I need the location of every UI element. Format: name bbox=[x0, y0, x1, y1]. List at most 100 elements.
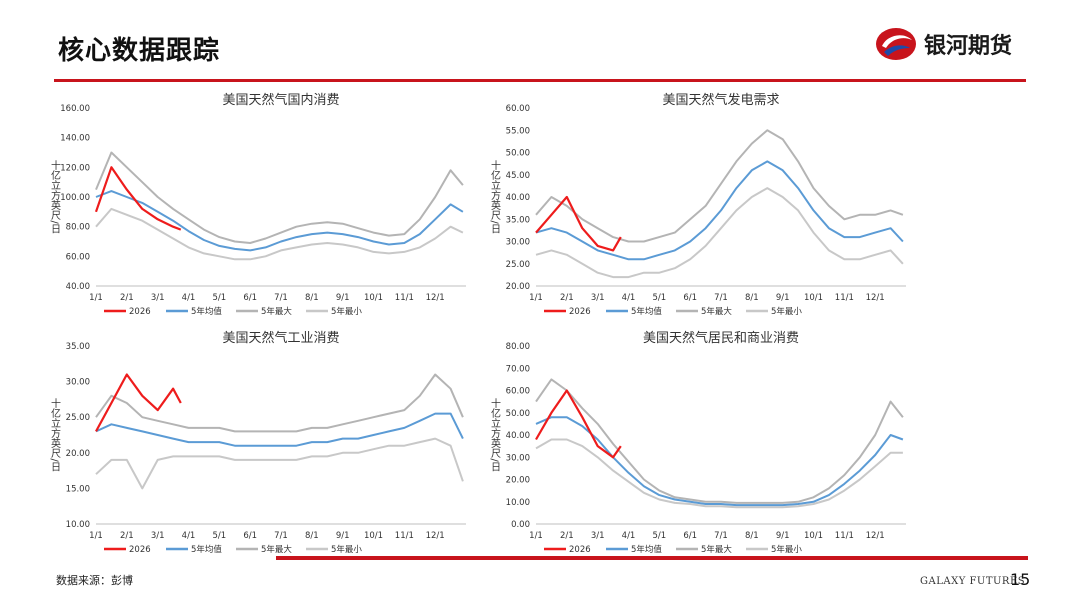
x-tick-label: 8/1 bbox=[305, 531, 319, 541]
y-tick-label: 20.00 bbox=[506, 282, 530, 292]
y-tick-label: 100.00 bbox=[60, 193, 90, 203]
brand-logo: 银河期货 bbox=[874, 26, 1012, 62]
x-tick-label: 12/1 bbox=[426, 531, 445, 541]
y-tick-label: 35.00 bbox=[66, 342, 90, 352]
y-tick-label: 70.00 bbox=[506, 364, 530, 374]
y-axis-label: 十亿立方英尺/日 bbox=[49, 159, 61, 234]
x-tick-label: 1/1 bbox=[529, 293, 543, 303]
y-tick-label: 25.00 bbox=[66, 413, 90, 423]
x-tick-label: 10/1 bbox=[364, 293, 383, 303]
legend-label: 5年最小 bbox=[331, 306, 362, 317]
y-tick-label: 30.00 bbox=[66, 378, 90, 388]
series-2026 bbox=[94, 166, 182, 231]
brand-english: GALAXY FUTURES bbox=[920, 576, 1026, 587]
legend-label: 2026 bbox=[569, 545, 591, 555]
legend-label: 5年最大 bbox=[261, 544, 292, 555]
y-tick-label: 30.00 bbox=[506, 238, 530, 248]
x-tick-label: 4/1 bbox=[622, 531, 636, 541]
y-tick-label: 60.00 bbox=[506, 104, 530, 114]
x-tick-label: 2/1 bbox=[560, 293, 574, 303]
series-5yr-min bbox=[535, 187, 904, 279]
x-tick-label: 10/1 bbox=[804, 531, 823, 541]
x-tick-label: 1/1 bbox=[89, 531, 103, 541]
series-2026 bbox=[95, 373, 182, 432]
x-tick-label: 11/1 bbox=[835, 531, 854, 541]
x-tick-label: 8/1 bbox=[745, 531, 759, 541]
y-tick-label: 55.00 bbox=[506, 126, 530, 136]
legend-label: 2026 bbox=[129, 545, 151, 555]
chart-title: 美国天然气国内消费 bbox=[222, 92, 339, 108]
legend-label: 5年最小 bbox=[331, 544, 362, 555]
series-5yr-min bbox=[535, 438, 903, 509]
chart-title: 美国天然气工业消费 bbox=[222, 330, 339, 346]
y-tick-label: 160.00 bbox=[60, 104, 90, 114]
x-tick-label: 8/1 bbox=[305, 293, 319, 303]
x-tick-label: 4/1 bbox=[622, 293, 636, 303]
x-tick-label: 2/1 bbox=[560, 531, 574, 541]
y-tick-label: 20.00 bbox=[506, 476, 530, 486]
y-tick-label: 10.00 bbox=[66, 520, 90, 530]
y-tick-label: 20.00 bbox=[66, 449, 90, 459]
y-tick-label: 140.00 bbox=[60, 134, 90, 144]
footer-divider bbox=[276, 556, 1028, 560]
chart-title: 美国天然气发电需求 bbox=[662, 92, 779, 108]
series-5yr-max bbox=[95, 373, 464, 433]
x-tick-label: 5/1 bbox=[652, 293, 666, 303]
legend-label: 5年最大 bbox=[701, 306, 732, 317]
legend-label: 5年最小 bbox=[771, 544, 802, 555]
chart-title: 美国天然气居民和商业消费 bbox=[643, 330, 799, 346]
y-tick-label: 80.00 bbox=[66, 223, 90, 233]
y-tick-label: 35.00 bbox=[506, 215, 530, 225]
galaxy-logo-icon bbox=[876, 28, 916, 60]
x-tick-label: 3/1 bbox=[151, 531, 165, 541]
x-tick-label: 1/1 bbox=[529, 531, 543, 541]
x-tick-label: 11/1 bbox=[395, 531, 414, 541]
brand-name: 银河期货 bbox=[924, 34, 1013, 59]
series-2026 bbox=[535, 195, 622, 252]
legend-label: 5年最大 bbox=[261, 306, 292, 317]
y-tick-label: 10.00 bbox=[506, 498, 530, 508]
x-tick-label: 6/1 bbox=[243, 531, 257, 541]
x-tick-label: 1/1 bbox=[89, 293, 103, 303]
x-tick-label: 3/1 bbox=[591, 293, 605, 303]
x-tick-label: 12/1 bbox=[426, 293, 445, 303]
y-tick-label: 80.00 bbox=[506, 342, 530, 352]
y-tick-label: 40.00 bbox=[506, 193, 530, 203]
x-tick-label: 7/1 bbox=[714, 293, 728, 303]
legend-label: 5年最大 bbox=[701, 544, 732, 555]
x-tick-label: 5/1 bbox=[212, 293, 226, 303]
x-tick-label: 7/1 bbox=[274, 531, 288, 541]
y-tick-label: 45.00 bbox=[506, 171, 530, 181]
legend-label: 5年均值 bbox=[631, 306, 662, 317]
x-tick-label: 2/1 bbox=[120, 531, 134, 541]
y-axis-label: 十亿立方英尺/日 bbox=[49, 397, 61, 472]
data-source: 数据来源：彭博 bbox=[56, 574, 133, 587]
x-tick-label: 5/1 bbox=[212, 531, 226, 541]
series-5yr-avg bbox=[535, 416, 904, 507]
y-axis-label: 十亿立方英尺/日 bbox=[489, 159, 501, 234]
legend-label: 2026 bbox=[569, 307, 591, 317]
y-tick-label: 15.00 bbox=[66, 484, 90, 494]
legend-label: 2026 bbox=[129, 307, 151, 317]
legend-label: 5年均值 bbox=[191, 306, 222, 317]
y-tick-label: 0.00 bbox=[511, 520, 530, 530]
y-tick-label: 50.00 bbox=[506, 149, 530, 159]
series-5yr-avg bbox=[95, 190, 464, 252]
y-axis-label: 十亿立方英尺/日 bbox=[489, 397, 501, 472]
legend-label: 5年均值 bbox=[191, 544, 222, 555]
x-tick-label: 3/1 bbox=[151, 293, 165, 303]
y-tick-label: 40.00 bbox=[506, 431, 530, 441]
x-tick-label: 7/1 bbox=[714, 531, 728, 541]
x-tick-label: 9/1 bbox=[776, 531, 790, 541]
y-tick-label: 60.00 bbox=[66, 252, 90, 262]
series-5yr-max bbox=[95, 151, 464, 244]
page-number: 15 bbox=[1010, 570, 1031, 589]
series-5yr-avg bbox=[535, 160, 904, 261]
x-tick-label: 10/1 bbox=[804, 293, 823, 303]
series-5yr-min bbox=[95, 437, 464, 490]
x-tick-label: 9/1 bbox=[336, 293, 350, 303]
page-title: 核心数据跟踪 bbox=[58, 36, 221, 66]
